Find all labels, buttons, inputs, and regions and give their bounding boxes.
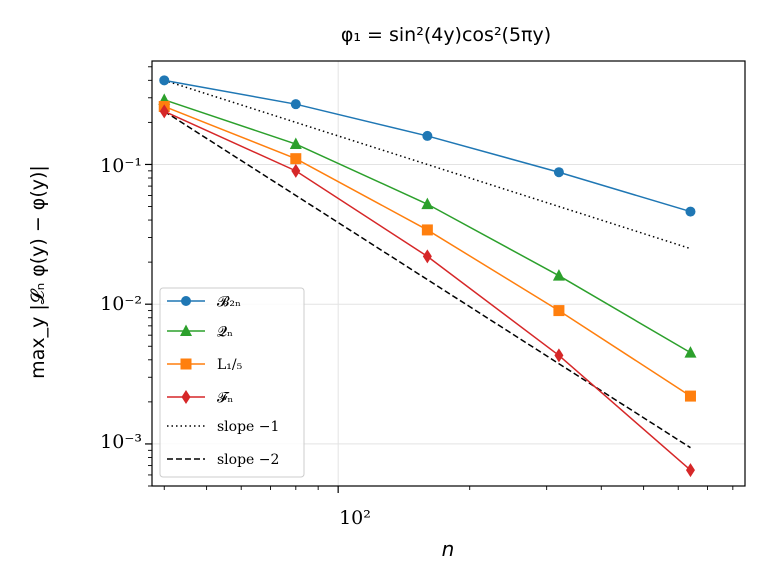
data-point [553, 305, 565, 317]
legend: 𝓑₂ₙ 𝓠ₙ L₁/₅ 𝓕ₙ slope −1 slope −2 [159, 287, 305, 478]
data-point [685, 206, 696, 217]
data-point [684, 390, 696, 402]
legend-label: slope −1 [217, 419, 279, 435]
data-point [159, 75, 170, 86]
series-0 [159, 75, 696, 217]
data-point [290, 99, 301, 110]
legend-label: 𝓕ₙ [217, 390, 233, 406]
series-5 [163, 110, 691, 449]
y-tick-label: 10⁻² [100, 293, 142, 315]
series-3 [159, 104, 695, 478]
x-tick-label: 10² [339, 507, 371, 529]
series-4 [164, 79, 691, 250]
chart-title: φ₁ = sin²(4y)cos²(5πy) [341, 24, 551, 46]
legend-marker [181, 296, 191, 306]
plot-frame [151, 60, 746, 487]
data-point [159, 104, 169, 119]
series-line [164, 79, 691, 213]
data-point [422, 130, 433, 141]
y-tick-label: 10⁻¹ [100, 155, 142, 177]
legend-label: L₁/₅ [217, 357, 243, 373]
series-line [163, 110, 691, 449]
legend-label: slope −2 [217, 452, 279, 468]
ticks [145, 66, 734, 493]
data-point [289, 137, 302, 150]
legend-marker [181, 390, 191, 404]
data-point [684, 346, 697, 358]
legend-label: 𝓠ₙ [217, 324, 233, 340]
data-point [291, 163, 301, 178]
data-point [421, 224, 433, 236]
legend-box [159, 287, 305, 478]
legend-label: 𝓑₂ₙ [217, 294, 241, 310]
y-tick-label: 10⁻³ [100, 431, 142, 453]
x-axis-label: n [442, 537, 455, 561]
data-point [552, 269, 565, 281]
data-point [553, 167, 564, 178]
legend-marker [180, 324, 192, 336]
data-point [554, 348, 564, 363]
data-point [685, 463, 695, 478]
data-point [422, 249, 432, 264]
y-axis-label: max_y |𝓛ₙ φ(y) − φ(y)| [27, 165, 49, 379]
series-layer [158, 75, 697, 478]
series-line [164, 79, 691, 250]
data-point [290, 153, 302, 165]
legend-marker [180, 358, 192, 370]
legend-keys [167, 296, 205, 460]
data-point [421, 197, 434, 210]
